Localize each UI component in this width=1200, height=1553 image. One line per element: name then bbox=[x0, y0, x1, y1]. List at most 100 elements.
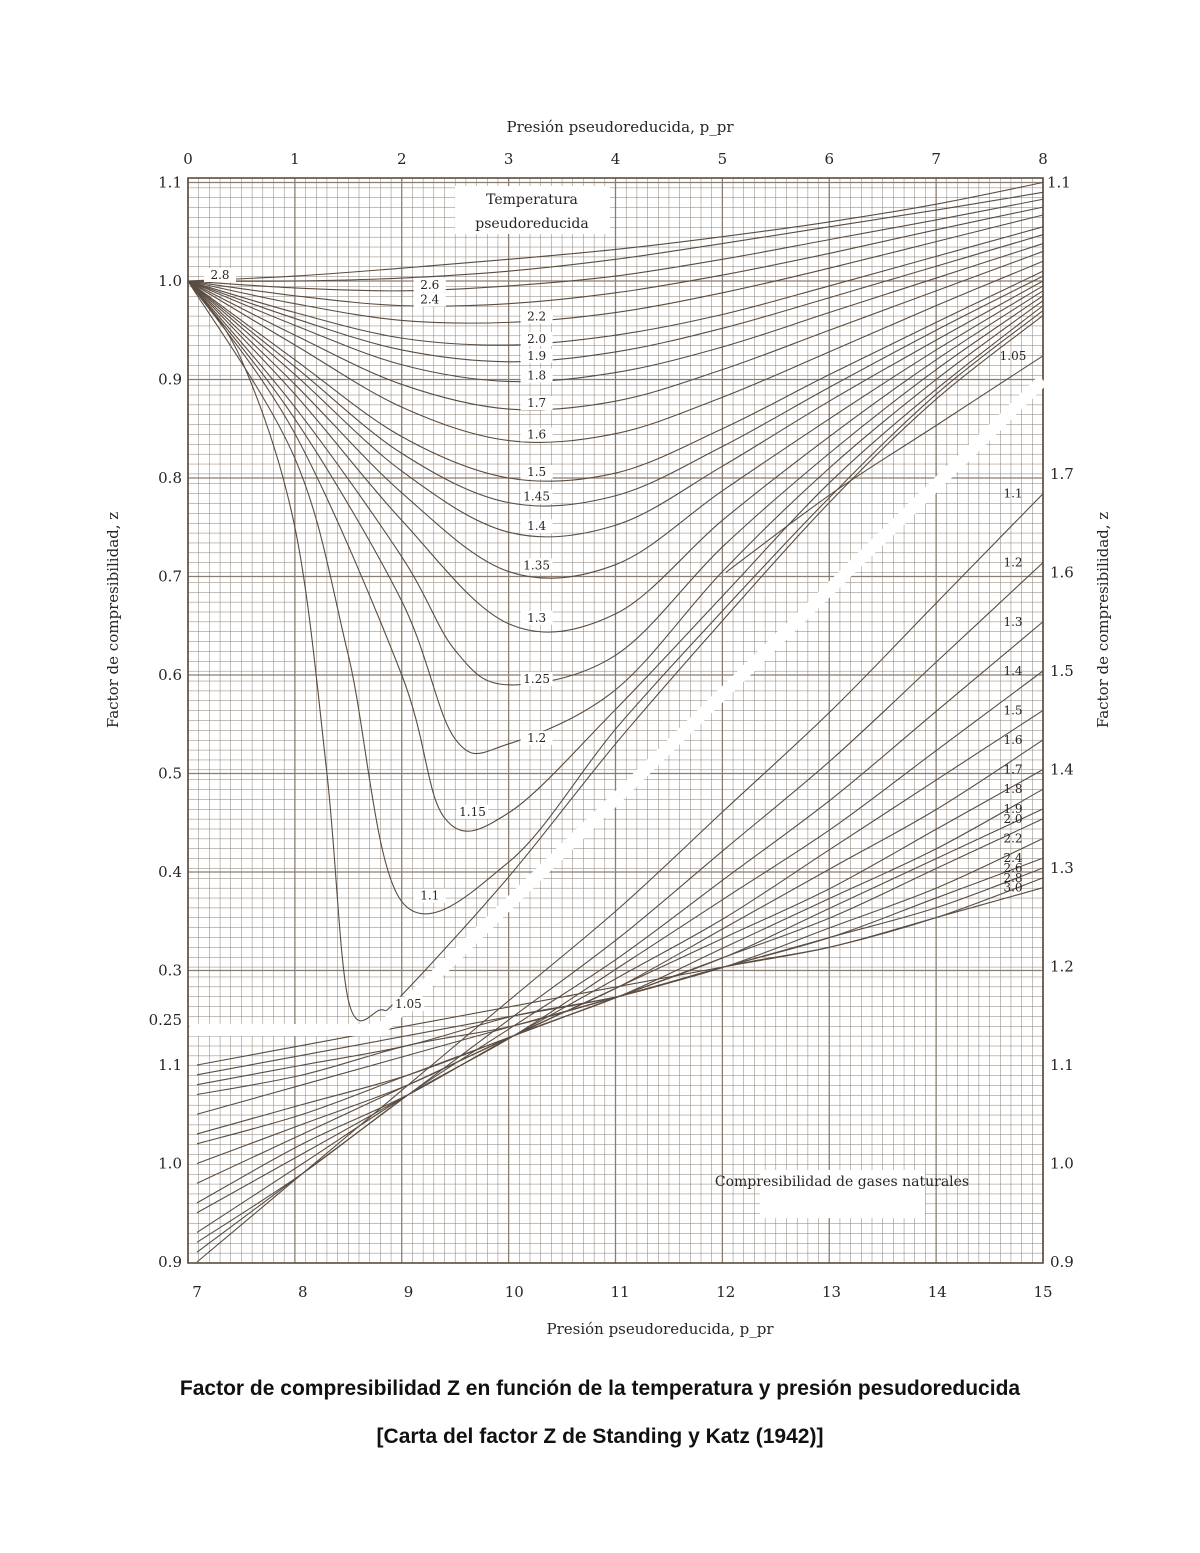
right-y-tick-0.9: 0.9 bbox=[1050, 1253, 1074, 1271]
right-y-tick-1.0: 1.0 bbox=[1050, 1155, 1074, 1173]
x-axis-title-bottom: Presión pseudoreducida, p_pr bbox=[546, 1320, 774, 1338]
upper-series-label-1.3: 1.3 bbox=[527, 611, 546, 625]
lower-series-label-1.3: 1.3 bbox=[1003, 615, 1022, 629]
chart-grid bbox=[187, 177, 1044, 1264]
upper-label-bg bbox=[520, 348, 553, 363]
left-y-tick-0.4: 0.4 bbox=[158, 863, 182, 881]
upper-series-label-1.15: 1.15 bbox=[459, 805, 486, 819]
upper-series-line-1.05 bbox=[187, 280, 1044, 1022]
upper-label-bg bbox=[413, 888, 446, 903]
top-x-tick-4: 4 bbox=[611, 150, 621, 168]
upper-label-bg bbox=[520, 309, 553, 324]
right-y-tick-1.5: 1.5 bbox=[1050, 662, 1074, 680]
right-y-tick-1.3: 1.3 bbox=[1050, 859, 1074, 877]
right-y-tick-1.4: 1.4 bbox=[1050, 761, 1074, 779]
upper-series-label-1.5: 1.5 bbox=[527, 465, 546, 479]
upper-series-line-1.3 bbox=[187, 280, 1044, 633]
lower-series-label-2.6: 2.6 bbox=[1003, 861, 1022, 875]
upper-series-line-1.25 bbox=[187, 280, 1044, 686]
left-y-tick-0.3: 0.3 bbox=[158, 962, 182, 980]
z-factor-chart: 0 1 2 3 4 5 6 7 87 8 9 10 11 12 13 14 150.250.30.40.50.6… bbox=[104, 118, 1112, 1338]
left-lower-y-tick-0.9: 0.9 bbox=[158, 1253, 182, 1271]
temperature-title-line2: pseudoreducida bbox=[475, 216, 588, 232]
natural-gas-box bbox=[760, 1170, 925, 1218]
bottom-x-tick-13: 13 bbox=[822, 1283, 841, 1301]
right-y-tick-1.7: 1.7 bbox=[1050, 465, 1074, 483]
upper-series-label-1.45: 1.45 bbox=[523, 490, 550, 504]
upper-series-line-1.4 bbox=[187, 280, 1044, 538]
chart-curves bbox=[187, 181, 1048, 1263]
upper-series-label-1.35: 1.35 bbox=[523, 559, 550, 573]
upper-series-line-2.2 bbox=[187, 214, 1044, 324]
bottom-x-tick-11: 11 bbox=[610, 1283, 629, 1301]
top-x-tick-0: 0 bbox=[183, 150, 193, 168]
upper-series-line-1.1 bbox=[187, 280, 1044, 915]
natural-gas-title: Compresibilidad de gases naturales bbox=[715, 1174, 969, 1190]
upper-series-line-2.4 bbox=[187, 206, 1044, 307]
upper-series-label-1.25: 1.25 bbox=[523, 672, 550, 686]
upper-series-label-2.6: 2.6 bbox=[420, 278, 439, 292]
upper-label-bg bbox=[520, 368, 553, 383]
top-x-tick-1: 1 bbox=[290, 150, 300, 168]
left-y-tick-0.25: 0.25 bbox=[149, 1011, 182, 1029]
lower-series-line-1.5 bbox=[196, 709, 1044, 1214]
upper-label-bg bbox=[520, 610, 553, 625]
upper-label-bg bbox=[413, 277, 446, 292]
upper-series-line-1.45 bbox=[187, 275, 1044, 507]
left-y-tick-0.8: 0.8 bbox=[158, 469, 182, 487]
bottom-x-tick-12: 12 bbox=[716, 1283, 735, 1301]
lower-series-label-1.05: 1.05 bbox=[1000, 349, 1027, 363]
upper-series-line-1.7 bbox=[187, 250, 1044, 411]
lower-series-label-1.1: 1.1 bbox=[1003, 487, 1022, 501]
right-y-tick-1.2: 1.2 bbox=[1050, 958, 1074, 976]
upper-series-label-2.4: 2.4 bbox=[420, 293, 439, 307]
title-box bbox=[455, 186, 610, 234]
upper-series-label-1.1: 1.1 bbox=[420, 889, 439, 903]
left-y-tick-1.1: 1.1 bbox=[158, 174, 182, 192]
left-lower-y-tick-1.1: 1.1 bbox=[158, 1056, 182, 1074]
lower-series-line-1.1 bbox=[196, 493, 1044, 1263]
upper-label-bg bbox=[392, 996, 425, 1011]
plot-frame bbox=[187, 177, 1044, 1264]
top-x-tick-8: 8 bbox=[1038, 150, 1048, 168]
left-y-tick-1.0: 1.0 bbox=[158, 272, 182, 290]
left-y-tick-0.6: 0.6 bbox=[158, 666, 182, 684]
upper-label-bg bbox=[520, 489, 553, 504]
bottom-x-tick-7: 7 bbox=[192, 1283, 202, 1301]
upper-label-bg bbox=[520, 558, 553, 573]
lower-series-line-1.3 bbox=[196, 621, 1044, 1243]
upper-series-label-1.4: 1.4 bbox=[527, 519, 546, 533]
upper-series-line-2.8 bbox=[187, 191, 1044, 282]
lower-series-label-2.8: 2.8 bbox=[1003, 871, 1022, 885]
figure-caption-line1: Factor de compresibilidad Z en función d… bbox=[179, 1377, 1021, 1400]
x-axis-title-top: Presión pseudoreducida, p_pr bbox=[506, 118, 734, 136]
lower-series-label-1.4: 1.4 bbox=[1003, 664, 1022, 678]
upper-series-line-1.35 bbox=[187, 280, 1044, 579]
top-x-tick-6: 6 bbox=[824, 150, 834, 168]
upper-series-line-3.0 bbox=[187, 181, 1044, 282]
upper-label-bg bbox=[456, 804, 489, 819]
lower-series-label-1.9: 1.9 bbox=[1003, 802, 1022, 816]
upper-series-label-1.9: 1.9 bbox=[527, 349, 546, 363]
upper-series-line-1.5 bbox=[187, 270, 1044, 482]
upper-label-bg bbox=[204, 268, 236, 282]
upper-label-bg bbox=[520, 730, 553, 745]
lower-series-line-1.4 bbox=[196, 670, 1044, 1233]
chart-tick-labels: 0 1 2 3 4 5 6 7 87 8 9 10 11 12 13 14 150.250.30.40.50.6… bbox=[149, 150, 1074, 1301]
lower-series-line-2.8 bbox=[196, 877, 1044, 1076]
top-x-tick-7: 7 bbox=[931, 150, 941, 168]
lower-series-label-1.2: 1.2 bbox=[1003, 556, 1022, 570]
chart-curve-labels: 3.02.82.62.42.22.01.91.81.71.61.51.451.4… bbox=[204, 268, 1026, 1011]
bottom-x-tick-14: 14 bbox=[928, 1283, 947, 1301]
upper-series-line-2.0 bbox=[187, 226, 1044, 346]
lower-series-line-3.0 bbox=[196, 887, 1044, 1066]
right-y-tick-1.6: 1.6 bbox=[1050, 564, 1074, 582]
figure-caption-line2: [Carta del factor Z de Standing y Katz (… bbox=[376, 1425, 824, 1448]
upper-series-line-1.6 bbox=[187, 260, 1044, 443]
left-y-tick-0.5: 0.5 bbox=[158, 765, 182, 783]
top-x-tick-3: 3 bbox=[504, 150, 514, 168]
upper-series-line-1.9 bbox=[187, 234, 1044, 363]
upper-label-bg bbox=[413, 292, 446, 307]
left-lower-y-tick-1.0: 1.0 bbox=[158, 1155, 182, 1173]
bottom-x-tick-9: 9 bbox=[404, 1283, 414, 1301]
